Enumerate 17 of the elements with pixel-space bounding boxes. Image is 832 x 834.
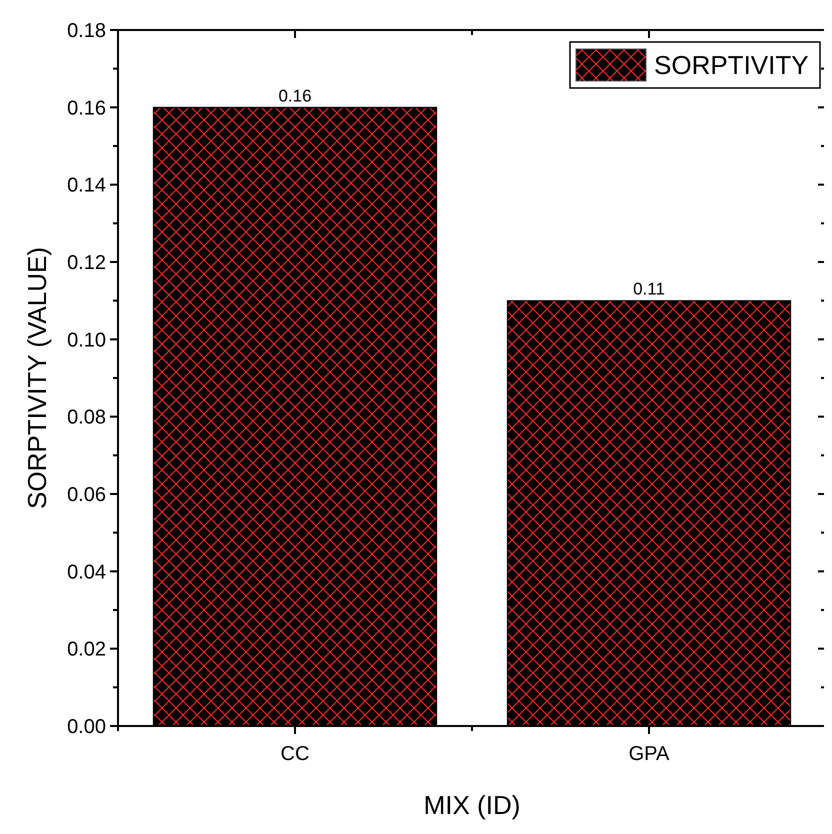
y-tick-label: 0.18 <box>67 20 106 42</box>
data-label: 0.16 <box>278 86 312 106</box>
y-axis-title: SORPTIVITY (VALUE) <box>22 247 52 509</box>
y-tick-label: 0.02 <box>67 638 106 661</box>
y-tick-label: 0.12 <box>67 252 106 274</box>
y-tick-label: 0.08 <box>67 406 106 429</box>
y-tick-label: 0.00 <box>67 716 106 738</box>
legend-label: SORPTIVITY <box>654 50 809 80</box>
x-tick-label: GPA <box>628 743 670 765</box>
x-tick-label: CC <box>280 743 310 765</box>
y-tick-label: 0.10 <box>67 329 106 352</box>
x-axis-title: MIX (ID) <box>424 790 520 820</box>
data-label: 0.11 <box>633 280 665 299</box>
y-tick-label: 0.14 <box>67 174 106 197</box>
y-tick-label: 0.04 <box>67 561 106 584</box>
y-tick-label: 0.06 <box>67 484 106 506</box>
y-tick-label: 0.16 <box>67 97 106 120</box>
